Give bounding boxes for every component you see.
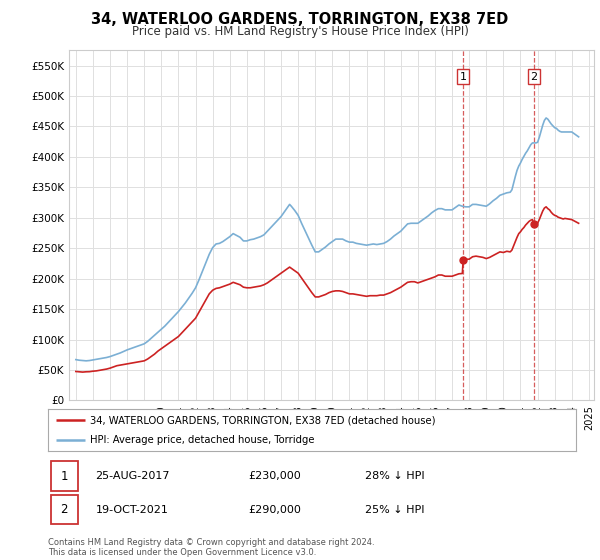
Text: 34, WATERLOO GARDENS, TORRINGTON, EX38 7ED (detached house): 34, WATERLOO GARDENS, TORRINGTON, EX38 7… (90, 415, 436, 425)
Bar (50, 461, 78, 491)
Text: Price paid vs. HM Land Registry's House Price Index (HPI): Price paid vs. HM Land Registry's House … (131, 25, 469, 38)
Text: 25% ↓ HPI: 25% ↓ HPI (365, 505, 424, 515)
Text: £230,000: £230,000 (248, 471, 301, 481)
Text: £290,000: £290,000 (248, 505, 302, 515)
Text: 1: 1 (61, 469, 68, 483)
Text: 2: 2 (61, 503, 68, 516)
Text: Contains HM Land Registry data © Crown copyright and database right 2024.
This d: Contains HM Land Registry data © Crown c… (48, 538, 374, 557)
Text: 1: 1 (460, 72, 467, 82)
Text: 34, WATERLOO GARDENS, TORRINGTON, EX38 7ED: 34, WATERLOO GARDENS, TORRINGTON, EX38 7… (91, 12, 509, 27)
Text: 28% ↓ HPI: 28% ↓ HPI (365, 471, 424, 481)
Text: 25-AUG-2017: 25-AUG-2017 (95, 471, 170, 481)
Bar (50, 495, 78, 524)
Text: 19-OCT-2021: 19-OCT-2021 (95, 505, 169, 515)
Text: 2: 2 (530, 72, 538, 82)
Text: HPI: Average price, detached house, Torridge: HPI: Average price, detached house, Torr… (90, 435, 315, 445)
